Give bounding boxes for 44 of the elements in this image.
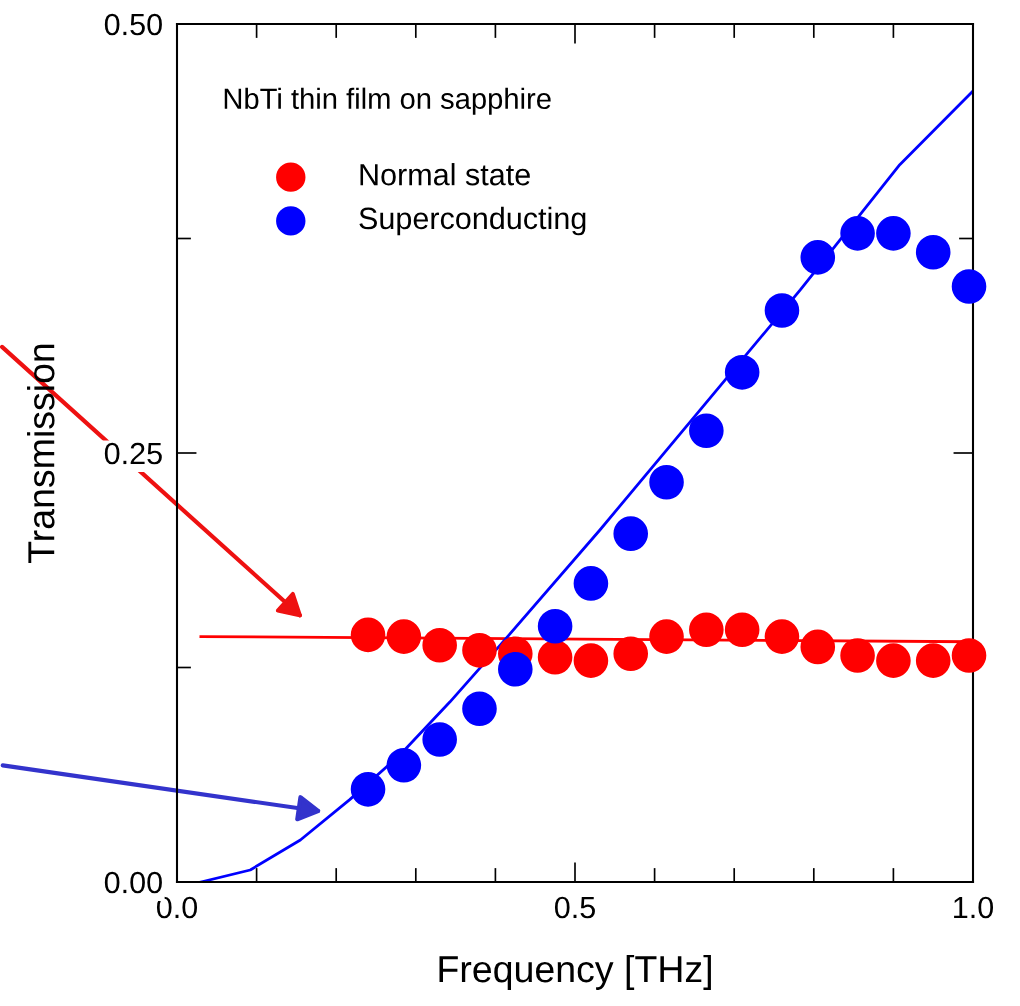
point	[951, 638, 987, 673]
point	[689, 612, 724, 648]
point	[724, 612, 760, 648]
point	[649, 464, 684, 500]
point	[876, 643, 911, 678]
point	[573, 566, 609, 601]
point	[422, 627, 457, 663]
y-axis-title: Transmission	[27, 344, 55, 563]
line-series	[199, 89, 973, 882]
point	[386, 619, 422, 654]
point	[915, 234, 951, 270]
point	[800, 629, 836, 665]
point	[764, 293, 800, 328]
point	[386, 748, 422, 783]
point	[350, 772, 386, 807]
point	[350, 617, 386, 653]
point	[764, 619, 800, 654]
point	[649, 619, 684, 654]
x-tick-label: 0.5	[554, 896, 595, 919]
point	[537, 639, 573, 675]
point	[462, 691, 497, 726]
point	[498, 651, 533, 687]
point	[915, 643, 951, 678]
point	[689, 413, 724, 448]
point	[462, 633, 497, 668]
point	[422, 722, 457, 757]
point	[724, 355, 760, 390]
y-tick-label: 0.00	[104, 871, 162, 894]
x-axis-title: Frequency [THz]	[439, 954, 711, 990]
point	[573, 643, 609, 678]
point	[840, 216, 875, 251]
legend-label: Superconducting	[359, 206, 586, 236]
point	[876, 216, 911, 251]
point	[951, 269, 987, 304]
point	[613, 516, 649, 551]
y-tick-label: 0.25	[104, 442, 162, 465]
legend-label: Normal state	[360, 163, 530, 186]
point	[613, 636, 649, 672]
y-tick-label: 0.50	[104, 13, 162, 36]
x-tick-label: 1.0	[954, 896, 994, 919]
point	[537, 609, 573, 644]
annotation: NbTi thin film on sapphire	[224, 87, 551, 115]
point	[800, 240, 836, 275]
point	[840, 638, 875, 673]
